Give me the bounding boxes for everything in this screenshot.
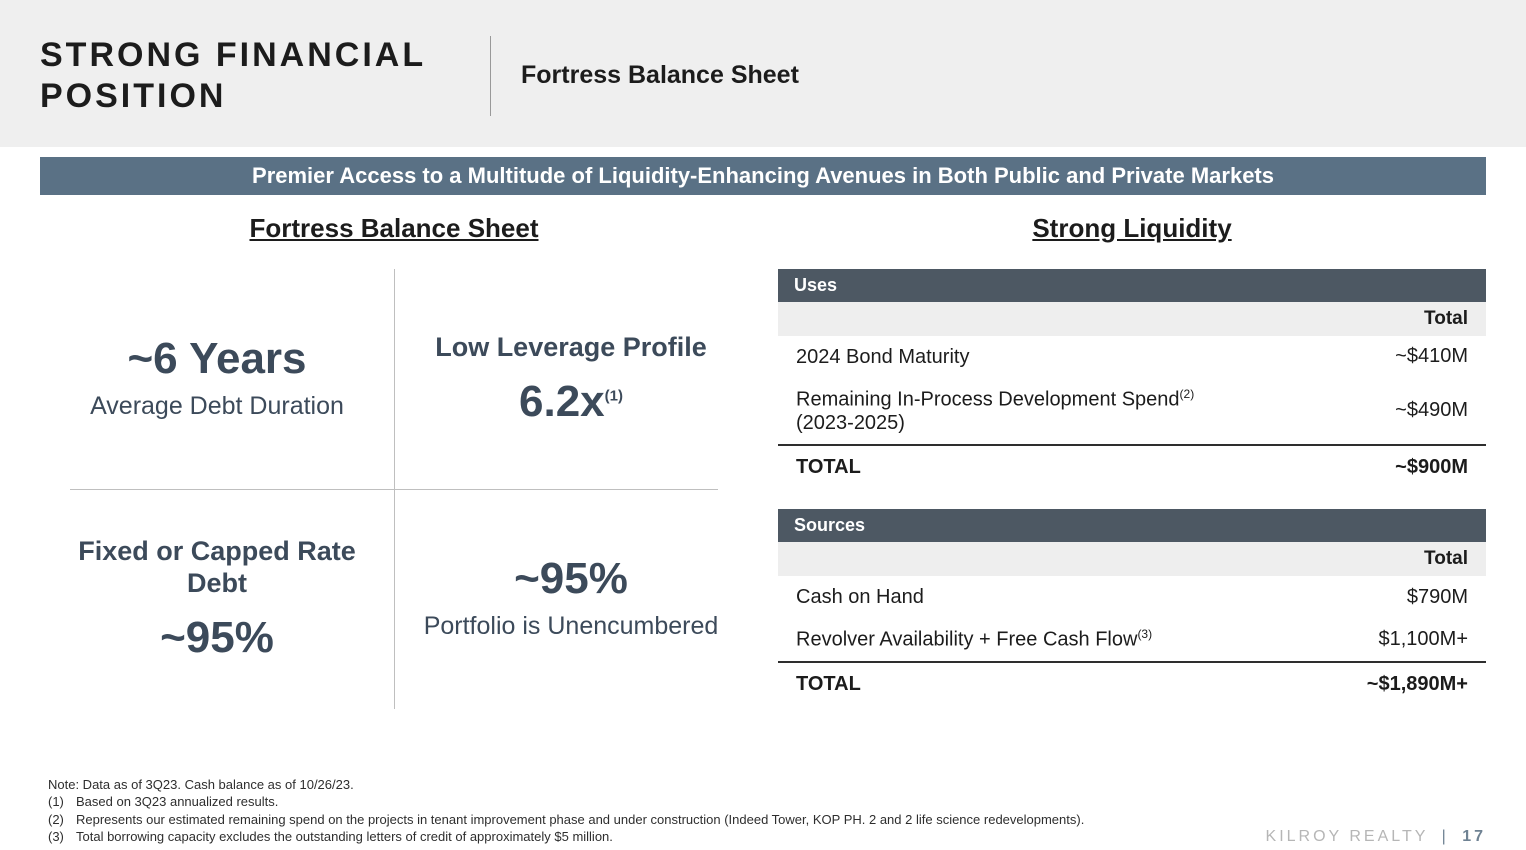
total-value: ~$900M	[1395, 456, 1468, 479]
total-label: TOTAL	[796, 456, 861, 479]
stat-fixed-rate-debt: Fixed or Capped Rate Debt ~95%	[40, 489, 394, 709]
footnote-ref: (2)	[1180, 387, 1195, 401]
row-value: ~$410M	[1395, 345, 1468, 368]
brand-name: KILROY REALTY	[1266, 828, 1429, 845]
footnote-num: (1)	[48, 793, 76, 811]
footnote-text: Based on 3Q23 annualized results.	[76, 793, 278, 811]
title-line-1: STRONG FINANCIAL	[40, 36, 426, 74]
footnote-line: (3) Total borrowing capacity excludes th…	[48, 828, 1084, 846]
stat-unencumbered: ~95% Portfolio is Unencumbered	[394, 489, 748, 709]
footnote-note: Note: Data as of 3Q23. Cash balance as o…	[48, 776, 1084, 794]
total-label: TOTAL	[796, 673, 861, 696]
row-label: Revolver Availability + Free Cash Flow(3…	[796, 627, 1378, 652]
row-label-text: Remaining In-Process Development Spend	[796, 388, 1180, 410]
stat-value: ~6 Years	[127, 335, 306, 383]
stats-grid: ~6 Years Average Debt Duration Low Lever…	[40, 269, 748, 709]
row-label-sub: (2023-2025)	[796, 412, 905, 434]
header-divider	[490, 36, 491, 116]
slide-footer: Note: Data as of 3Q23. Cash balance as o…	[0, 776, 1526, 850]
brand-separator: |	[1442, 828, 1449, 845]
footnote-line: (2) Represents our estimated remaining s…	[48, 811, 1084, 829]
slide-title: STRONG FINANCIAL POSITION	[40, 35, 480, 117]
liquidity-column: Strong Liquidity Uses Total 2024 Bond Ma…	[778, 213, 1486, 726]
stat-label: Fixed or Capped Rate Debt	[60, 535, 374, 600]
liquidity-title: Strong Liquidity	[778, 213, 1486, 244]
title-line-2: POSITION	[40, 77, 226, 115]
footnote-text: Represents our estimated remaining spend…	[76, 811, 1084, 829]
table-row: Revolver Availability + Free Cash Flow(3…	[778, 618, 1486, 661]
stat-leverage-profile: Low Leverage Profile 6.2x(1)	[394, 269, 748, 489]
banner-bar: Premier Access to a Multitude of Liquidi…	[40, 157, 1486, 195]
row-value: $790M	[1407, 586, 1468, 609]
content-area: Fortress Balance Sheet ~6 Years Average …	[0, 195, 1526, 726]
fortress-title: Fortress Balance Sheet	[40, 213, 748, 244]
stat-value: ~95%	[514, 555, 628, 603]
row-label: Cash on Hand	[796, 585, 1407, 609]
footnote-text: Total borrowing capacity excludes the ou…	[76, 828, 613, 846]
row-label: 2024 Bond Maturity	[796, 345, 1395, 369]
brand-footer: KILROY REALTY | 17	[1266, 828, 1486, 846]
stat-label: Average Debt Duration	[90, 391, 344, 422]
uses-table: Uses Total 2024 Bond Maturity ~$410M Rem…	[778, 269, 1486, 490]
table-row: Remaining In-Process Development Spend(2…	[778, 378, 1486, 445]
stat-avg-debt-duration: ~6 Years Average Debt Duration	[40, 269, 394, 489]
table-total: TOTAL ~$900M	[778, 444, 1486, 489]
row-label: Remaining In-Process Development Spend(2…	[796, 387, 1395, 436]
slide-subtitle: Fortress Balance Sheet	[521, 61, 799, 90]
stat-label: Low Leverage Profile	[435, 331, 707, 363]
table-header: Sources	[778, 509, 1486, 542]
sources-table: Sources Total Cash on Hand $790M Revolve…	[778, 509, 1486, 706]
table-col-label: Total	[778, 542, 1486, 576]
fortress-column: Fortress Balance Sheet ~6 Years Average …	[40, 213, 748, 726]
table-header: Uses	[778, 269, 1486, 302]
footnotes: Note: Data as of 3Q23. Cash balance as o…	[48, 776, 1084, 846]
page-number: 17	[1462, 828, 1486, 845]
table-row: Cash on Hand $790M	[778, 576, 1486, 618]
table-row: 2024 Bond Maturity ~$410M	[778, 336, 1486, 378]
footnote-num: (3)	[48, 828, 76, 846]
row-label-text: Revolver Availability + Free Cash Flow	[796, 629, 1137, 651]
row-value: $1,100M+	[1378, 628, 1468, 651]
footnote-ref: (3)	[1137, 627, 1152, 641]
stat-value: 6.2x(1)	[519, 378, 623, 426]
table-total: TOTAL ~$1,890M+	[778, 661, 1486, 706]
stat-label: Portfolio is Unencumbered	[424, 611, 719, 642]
footnote-ref: (1)	[605, 387, 623, 404]
row-value: ~$490M	[1395, 399, 1468, 422]
footnote-num: (2)	[48, 811, 76, 829]
footnote-line: (1) Based on 3Q23 annualized results.	[48, 793, 1084, 811]
table-col-label: Total	[778, 302, 1486, 336]
stat-value: ~95%	[160, 614, 274, 662]
stat-value-text: 6.2x	[519, 377, 605, 426]
total-value: ~$1,890M+	[1367, 673, 1468, 696]
slide-header: STRONG FINANCIAL POSITION Fortress Balan…	[0, 0, 1526, 147]
